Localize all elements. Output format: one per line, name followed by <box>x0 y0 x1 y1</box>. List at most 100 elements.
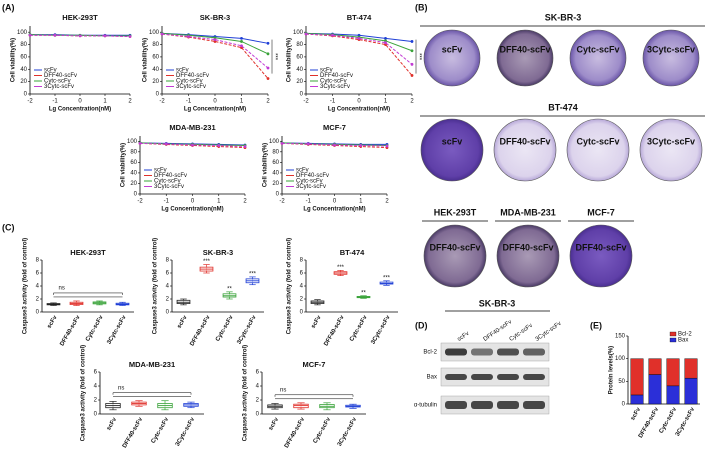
y-tick-label: 0 <box>156 92 160 98</box>
legend-label: 3Cytc-scFv <box>44 84 74 90</box>
culture-dish <box>639 118 703 182</box>
data-point <box>240 36 243 40</box>
protein-label: Bax <box>427 375 437 381</box>
significance: *** <box>415 53 421 61</box>
bar-segment <box>630 394 644 405</box>
legend-label: DFF40-scFv <box>296 173 329 179</box>
data-point <box>240 40 243 43</box>
x-tick-label: 3Cytc-scFv <box>175 416 197 447</box>
x-tick-label: -2 <box>27 99 33 105</box>
x-tick-label: -1 <box>306 199 312 205</box>
x-tick-label: scFv <box>177 314 189 329</box>
chart-title: HEK-293T <box>62 13 98 22</box>
dish-label: Cytc-scFv <box>576 136 619 146</box>
x-tick-label: scFv <box>106 416 118 431</box>
bar-segment <box>666 358 680 387</box>
dish-label: DFF40-scFv <box>499 44 550 54</box>
legend-label: DFF40-scFv <box>320 73 353 79</box>
y-tick-label: 0 <box>256 412 260 418</box>
bar-segment <box>630 358 644 396</box>
y-axis-label: Cell viability(%) <box>11 38 17 82</box>
data-point <box>128 35 132 38</box>
legend-label: scFv <box>154 168 167 174</box>
y-tick-label: 4 <box>36 284 40 290</box>
data-point <box>243 145 247 148</box>
legend-label: scFv <box>320 68 333 74</box>
y-tick-label: 80 <box>296 42 303 48</box>
y-tick-label: 2 <box>300 297 304 303</box>
y-axis-label: Cell viability(%) <box>143 38 149 82</box>
y-tick-label: 80 <box>272 149 279 155</box>
y-tick-label: 4 <box>94 384 98 390</box>
legend-label: scFv <box>176 68 189 74</box>
panel-label: (D) <box>415 320 428 330</box>
x-tick-label: 0 <box>333 199 337 205</box>
x-tick-label: 3Cytc-scFv <box>370 314 392 345</box>
y-tick-label: 2 <box>256 398 260 404</box>
data-point <box>217 144 221 147</box>
legend-label: Cytc-scFv <box>44 79 71 85</box>
x-axis-label: Lg Concentration(nM) <box>184 107 246 113</box>
culture-dish <box>493 118 557 182</box>
y-tick-label: 60 <box>20 54 27 60</box>
protein-label: α-tubulin <box>414 403 437 409</box>
panel-label: (E) <box>590 320 602 330</box>
legend-label: 3Cytc-scFv <box>296 184 326 190</box>
blot-strip <box>440 367 550 387</box>
dish-label: DFF40-scFv <box>499 136 550 146</box>
significance: ** <box>227 286 232 292</box>
bar-segment <box>648 358 662 375</box>
dish-title: MCF-7 <box>587 207 615 217</box>
y-tick-label: 20 <box>272 181 279 187</box>
x-tick-label: Cytc-scFv <box>313 416 333 444</box>
chart-title: HEK-293T <box>70 248 106 257</box>
x-tick-label: Cytc-scFv <box>659 406 679 434</box>
data-point <box>240 44 243 48</box>
x-tick-label: 0 <box>213 99 217 105</box>
blot-band <box>497 401 519 409</box>
bracket <box>112 392 192 397</box>
x-tick-label: 3Cytc-scFv <box>106 314 128 345</box>
data-point <box>187 35 190 38</box>
x-tick-label: scFv <box>630 406 642 421</box>
x-tick-label: Cytc-scFv <box>151 416 171 444</box>
data-point <box>384 36 387 40</box>
significance: *** <box>203 259 211 265</box>
data-point <box>410 62 414 66</box>
x-tick-label: 1 <box>359 199 363 205</box>
y-tick-label: 2 <box>36 297 40 303</box>
y-tick-label: 100 <box>615 356 626 362</box>
culture-dish <box>423 29 481 87</box>
blot-band <box>497 374 519 380</box>
data-point <box>138 141 142 145</box>
y-tick-label: 0 <box>166 310 170 316</box>
legend-label: Bcl-2 <box>678 332 692 338</box>
bar-segment <box>648 374 662 405</box>
legend-label: DFF40-scFv <box>176 73 209 79</box>
y-tick-label: 40 <box>152 67 159 73</box>
y-tick-label: 0 <box>300 310 304 316</box>
y-tick-label: 8 <box>300 258 304 264</box>
y-tick-label: 0 <box>94 412 98 418</box>
culture-dish <box>566 118 630 182</box>
data-point <box>266 66 270 70</box>
x-tick-label: 3Cytc-scFv <box>337 416 359 447</box>
chart-title: SK-BR-3 <box>200 13 230 22</box>
significance: *** <box>337 265 345 271</box>
lane-label: 3Cytc-scFv <box>535 321 563 343</box>
x-tick-label: DFF40-scFv <box>284 416 307 449</box>
data-point <box>357 36 361 40</box>
y-tick-label: 0 <box>24 92 28 98</box>
y-tick-label: 6 <box>36 271 40 277</box>
bar-segment <box>684 377 698 405</box>
bracket-label: ns <box>118 385 124 391</box>
x-tick-label: scFv <box>311 314 323 329</box>
y-axis-label: Protein levels(%) <box>609 346 615 394</box>
blot-band <box>523 401 545 409</box>
x-tick-label: 2 <box>243 199 247 205</box>
legend-label: 3Cytc-scFv <box>176 84 206 90</box>
dish-label: DFF40-scFv <box>429 242 480 252</box>
dish-label: DFF40-scFv <box>502 242 553 252</box>
y-tick-label: 0 <box>134 192 138 198</box>
y-tick-label: 40 <box>20 67 27 73</box>
